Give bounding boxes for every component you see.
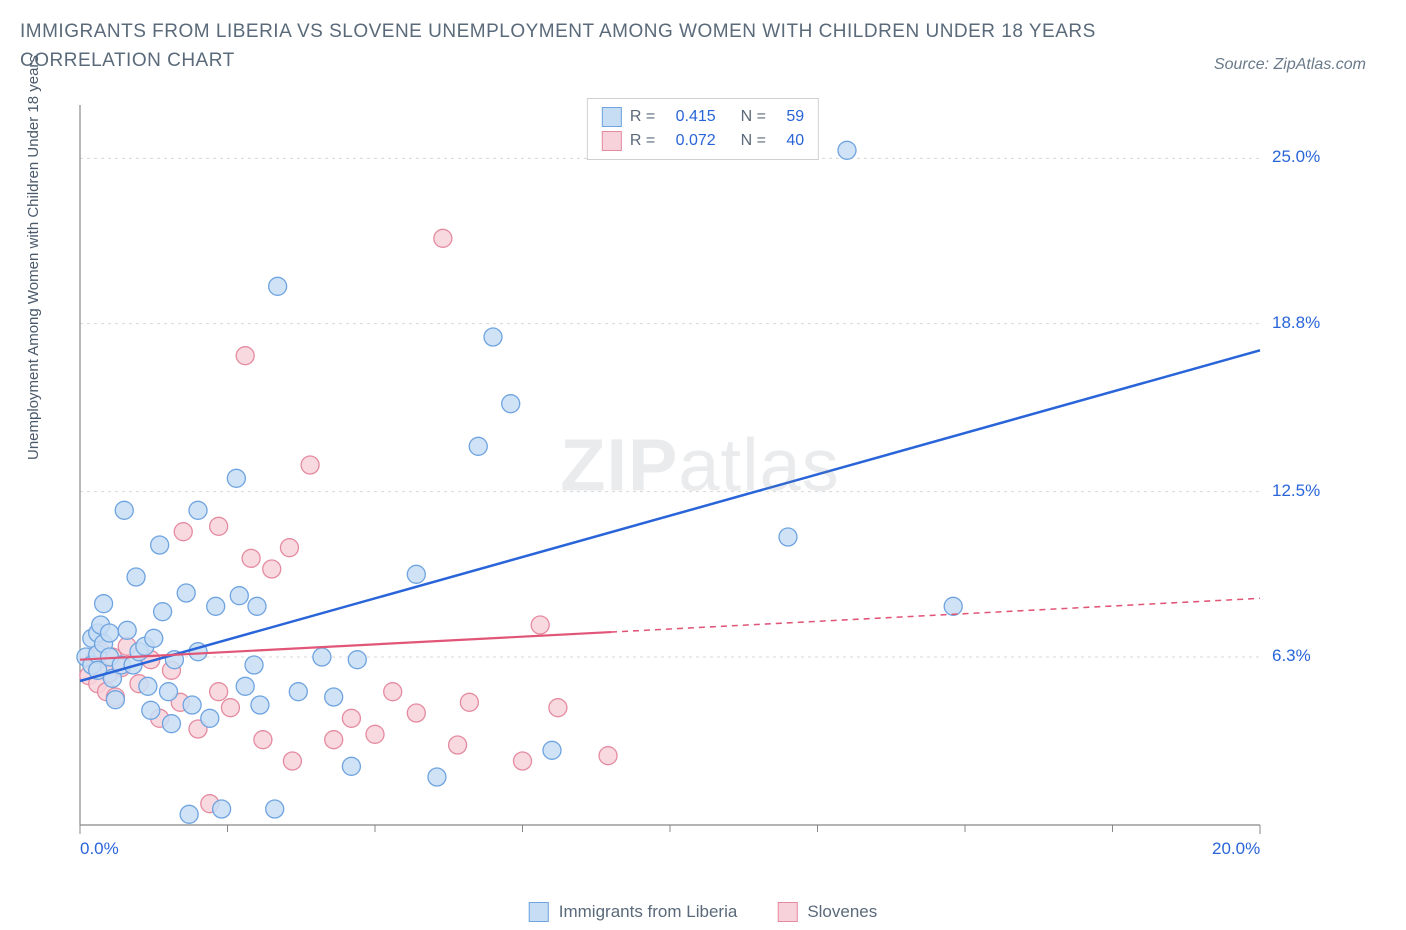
y-axis-label: Unemployment Among Women with Children U…: [25, 55, 42, 460]
legend-stats-row-0: R = 0.415 N = 59: [602, 105, 804, 129]
legend-series: Immigrants from Liberia Slovenes: [529, 902, 878, 922]
source-label: Source: ZipAtlas.com: [1214, 56, 1366, 74]
scatter-plot: [70, 95, 1330, 865]
legend-item-0: Immigrants from Liberia: [529, 902, 738, 922]
legend-swatch-1: [602, 131, 622, 151]
legend-swatch-slovenes: [777, 902, 797, 922]
y-tick-label: 25.0%: [1272, 147, 1320, 167]
y-tick-label: 18.8%: [1272, 313, 1320, 333]
y-tick-label: 6.3%: [1272, 646, 1311, 666]
chart-title: IMMIGRANTS FROM LIBERIA VS SLOVENE UNEMP…: [20, 18, 1120, 75]
x-tick-label: 20.0%: [1212, 839, 1260, 859]
y-tick-label: 12.5%: [1272, 481, 1320, 501]
chart-area: ZIPatlas 6.3%12.5%18.8%25.0%0.0%20.0%: [70, 95, 1330, 865]
legend-stats-row-1: R = 0.072 N = 40: [602, 129, 804, 153]
x-tick-label: 0.0%: [80, 839, 119, 859]
legend-swatch-0: [602, 107, 622, 127]
legend-stats: R = 0.415 N = 59 R = 0.072 N = 40: [587, 98, 819, 160]
legend-item-1: Slovenes: [777, 902, 877, 922]
legend-swatch-liberia: [529, 902, 549, 922]
